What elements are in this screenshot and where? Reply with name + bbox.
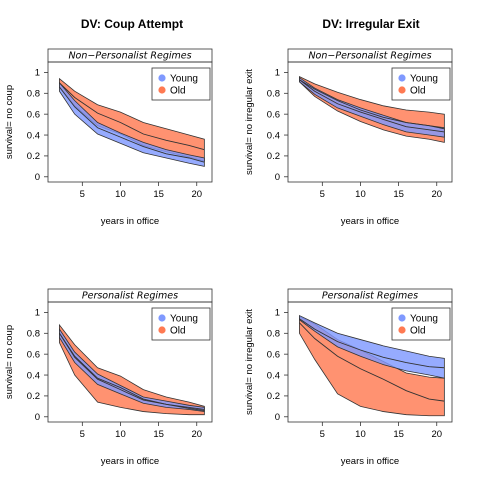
- mean-line-old: [59, 333, 205, 411]
- y-axis-label: survival= no coup: [4, 85, 15, 159]
- legend-marker-young: [158, 74, 166, 82]
- x-tick-label: 10: [115, 429, 126, 440]
- legend-label-old: Old: [170, 326, 186, 337]
- legend-marker-old: [158, 326, 166, 334]
- legend-label-old: Old: [170, 86, 186, 97]
- y-tick-label: 0.4: [27, 130, 40, 141]
- y-tick-label: 0: [275, 172, 280, 183]
- y-tick-label: 0: [35, 172, 40, 183]
- strip-label: Personalist Regimes: [322, 291, 418, 302]
- legend-box: [391, 307, 451, 341]
- y-tick-label: 0.2: [267, 391, 280, 402]
- y-tick-label: 0.2: [267, 151, 280, 162]
- y-tick-label: 0.8: [27, 89, 40, 100]
- column-title-coup: DV: Coup Attempt: [81, 17, 183, 31]
- x-tick-label: 5: [320, 189, 325, 200]
- y-axis-label: survival= no irregular exit: [244, 309, 255, 415]
- y-tick-label: 0.8: [267, 329, 280, 340]
- plot-frame: [47, 301, 213, 423]
- legend-label-young: Young: [410, 74, 438, 85]
- panel-2: Non−Personalist Regimes 5 10 15 20 0 0.2 0.4 0.6…: [244, 48, 453, 227]
- plot-frame: [287, 61, 453, 183]
- y-tick-label: 0.4: [267, 370, 280, 381]
- y-tick-label: 0: [35, 412, 40, 423]
- x-tick-label: 20: [191, 189, 202, 200]
- legend-marker-young: [158, 314, 166, 322]
- legend-label-old: Old: [410, 86, 426, 97]
- y-tick-label: 0.6: [267, 349, 280, 360]
- strip-label: Personalist Regimes: [82, 291, 178, 302]
- x-tick-label: 5: [80, 189, 85, 200]
- mean-line-young: [59, 86, 205, 163]
- y-tick-label: 0.2: [27, 391, 40, 402]
- x-axis-label: years in office: [341, 216, 399, 227]
- y-tick-label: 0.4: [267, 130, 280, 141]
- x-axis-label: years in office: [341, 456, 399, 467]
- legend-marker-young: [398, 74, 406, 82]
- mean-line-old: [299, 322, 445, 402]
- y-tick-label: 1: [35, 308, 40, 319]
- band-old: [59, 323, 205, 416]
- x-tick-label: 10: [115, 189, 126, 200]
- mean-line-young: [59, 333, 205, 410]
- legend-box: [151, 67, 211, 101]
- x-tick-label: 5: [320, 429, 325, 440]
- legend-marker-old: [398, 326, 406, 334]
- y-tick-label: 0.4: [27, 370, 40, 381]
- legend-label-old: Old: [410, 326, 426, 337]
- x-tick-label: 15: [153, 189, 164, 200]
- x-tick-label: 20: [431, 429, 442, 440]
- legend-label-young: Young: [170, 314, 198, 325]
- y-tick-label: 0.6: [267, 109, 280, 120]
- panel-3: Personalist Regimes 5 10 15 20 0 0.2 0.4 0.6 0.8 1…: [4, 288, 213, 467]
- x-tick-label: 15: [393, 429, 404, 440]
- legend-box: [391, 67, 451, 101]
- mean-line-old: [59, 82, 205, 151]
- legend-marker-young: [398, 314, 406, 322]
- plot-frame: [47, 61, 213, 183]
- mean-line-young: [299, 79, 445, 133]
- plot-frame: [287, 301, 453, 423]
- y-tick-label: 0.8: [27, 329, 40, 340]
- legend-label-young: Young: [410, 314, 438, 325]
- x-axis-label: years in office: [101, 456, 159, 467]
- panel-1: Non−Personalist Regimes 5 10 15 20 0 0.2 0.4 0.6…: [4, 48, 213, 227]
- x-tick-label: 15: [153, 429, 164, 440]
- y-tick-label: 1: [35, 68, 40, 79]
- y-tick-label: 0.2: [27, 151, 40, 162]
- band-young: [299, 76, 445, 138]
- mean-line-young: [299, 318, 445, 369]
- x-tick-label: 10: [355, 189, 366, 200]
- x-tick-label: 15: [393, 189, 404, 200]
- y-tick-label: 0.6: [27, 109, 40, 120]
- y-tick-label: 0: [275, 412, 280, 423]
- legend-marker-old: [158, 86, 166, 94]
- panel-4: Personalist Regimes 5 10 15 20 0 0.2 0.4 0.6 0.8 1…: [244, 288, 453, 467]
- strip-label: Non−Personalist Regimes: [308, 51, 431, 62]
- y-tick-label: 1: [275, 68, 280, 79]
- y-tick-label: 0.6: [27, 349, 40, 360]
- y-axis-label: survival= no irregular exit: [244, 69, 255, 175]
- x-tick-label: 5: [80, 429, 85, 440]
- y-tick-label: 0.8: [267, 89, 280, 100]
- column-title-irregular-exit: DV: Irregular Exit: [322, 17, 419, 31]
- x-tick-label: 10: [355, 429, 366, 440]
- y-axis-label: survival= no coup: [4, 325, 15, 399]
- x-axis-label: years in office: [101, 216, 159, 227]
- x-tick-label: 20: [431, 189, 442, 200]
- strip-label: Non−Personalist Regimes: [68, 51, 191, 62]
- legend-label-young: Young: [170, 74, 198, 85]
- legend-marker-old: [398, 86, 406, 94]
- y-tick-label: 1: [275, 308, 280, 319]
- legend-box: [151, 307, 211, 341]
- x-tick-label: 20: [191, 429, 202, 440]
- mean-line-old: [299, 79, 445, 130]
